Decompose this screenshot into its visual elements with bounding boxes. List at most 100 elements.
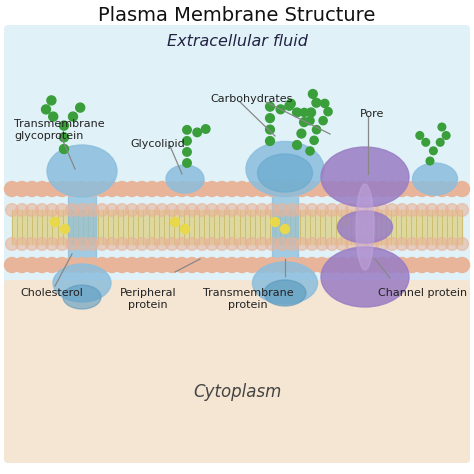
Circle shape [216, 237, 228, 250]
Circle shape [235, 182, 249, 197]
Circle shape [456, 237, 468, 250]
Circle shape [196, 204, 209, 216]
Circle shape [265, 237, 278, 250]
Circle shape [136, 204, 148, 216]
Circle shape [296, 237, 309, 250]
Circle shape [304, 182, 319, 197]
Circle shape [15, 257, 29, 273]
Circle shape [319, 117, 327, 125]
Circle shape [116, 237, 128, 250]
Circle shape [84, 257, 100, 273]
Circle shape [135, 257, 149, 273]
Circle shape [174, 257, 190, 273]
Circle shape [60, 145, 69, 154]
Ellipse shape [166, 165, 204, 193]
Circle shape [184, 257, 200, 273]
Circle shape [265, 102, 274, 111]
Circle shape [375, 237, 388, 250]
Circle shape [47, 96, 56, 105]
Circle shape [146, 237, 158, 250]
Circle shape [456, 204, 468, 216]
Circle shape [235, 257, 249, 273]
Circle shape [184, 182, 200, 197]
Ellipse shape [321, 147, 409, 207]
Circle shape [155, 204, 168, 216]
Circle shape [365, 257, 380, 273]
Ellipse shape [412, 163, 457, 195]
Circle shape [309, 90, 317, 99]
Circle shape [146, 204, 158, 216]
Circle shape [265, 125, 274, 134]
Circle shape [246, 204, 258, 216]
Circle shape [106, 204, 118, 216]
Circle shape [60, 133, 69, 142]
Circle shape [374, 257, 390, 273]
Circle shape [204, 182, 219, 197]
Bar [68, 184, 96, 270]
Circle shape [226, 237, 238, 250]
Ellipse shape [63, 285, 101, 309]
Circle shape [55, 182, 70, 197]
Circle shape [340, 218, 349, 227]
Circle shape [174, 182, 190, 197]
Circle shape [386, 204, 398, 216]
Circle shape [306, 117, 314, 125]
Circle shape [426, 157, 434, 165]
Circle shape [271, 218, 280, 227]
Circle shape [429, 147, 437, 155]
Circle shape [225, 257, 239, 273]
Circle shape [394, 182, 410, 197]
Circle shape [215, 182, 229, 197]
Ellipse shape [264, 280, 306, 306]
Circle shape [315, 257, 329, 273]
Circle shape [346, 204, 358, 216]
Circle shape [455, 257, 470, 273]
Circle shape [455, 182, 470, 197]
Circle shape [194, 257, 210, 273]
Circle shape [284, 257, 300, 273]
Circle shape [414, 257, 429, 273]
Circle shape [281, 225, 290, 234]
Ellipse shape [321, 247, 409, 307]
Text: Carbohydrates: Carbohydrates [210, 94, 292, 104]
Circle shape [374, 182, 390, 197]
Circle shape [86, 204, 99, 216]
Circle shape [292, 141, 301, 149]
Circle shape [264, 257, 280, 273]
Circle shape [35, 257, 49, 273]
Circle shape [326, 237, 338, 250]
Circle shape [196, 237, 209, 250]
Circle shape [64, 257, 80, 273]
Circle shape [445, 182, 459, 197]
Circle shape [46, 204, 58, 216]
Circle shape [446, 204, 458, 216]
Circle shape [404, 182, 419, 197]
Bar [12, 210, 462, 244]
Circle shape [286, 99, 295, 108]
Circle shape [15, 182, 29, 197]
Circle shape [61, 225, 70, 234]
Circle shape [65, 204, 78, 216]
Circle shape [55, 257, 70, 273]
Circle shape [345, 257, 359, 273]
Circle shape [126, 237, 138, 250]
FancyBboxPatch shape [4, 25, 470, 303]
Circle shape [165, 237, 178, 250]
Circle shape [76, 237, 88, 250]
Circle shape [204, 257, 219, 273]
Circle shape [45, 182, 60, 197]
Circle shape [306, 237, 319, 250]
Circle shape [345, 182, 359, 197]
Circle shape [116, 204, 128, 216]
Circle shape [336, 237, 348, 250]
Circle shape [265, 137, 274, 146]
Circle shape [265, 204, 278, 216]
Circle shape [442, 132, 450, 139]
Text: Transmembrane
glycoprotein: Transmembrane glycoprotein [14, 119, 105, 141]
Circle shape [94, 182, 109, 197]
Circle shape [306, 204, 319, 216]
Circle shape [384, 257, 400, 273]
Circle shape [304, 257, 319, 273]
Text: Cytoplasm: Cytoplasm [193, 383, 281, 401]
Circle shape [294, 182, 310, 197]
